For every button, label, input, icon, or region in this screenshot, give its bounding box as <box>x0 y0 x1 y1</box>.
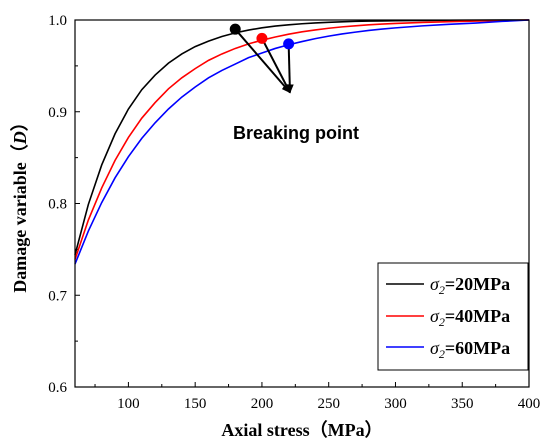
y-axis-title-variable: D <box>10 131 30 145</box>
y-tick-label: 0.9 <box>48 105 67 121</box>
legend-label-40mpa: σ2=40MPa <box>430 306 510 329</box>
breaking-point-0 <box>229 23 241 35</box>
annotation-label: Breaking point <box>233 123 359 143</box>
y-tick-label: 0.6 <box>48 380 67 396</box>
breaking-points <box>229 23 295 50</box>
y-axis-title: Damage variable（D） <box>10 113 30 292</box>
series-line-0 <box>74 19 530 256</box>
y-axis-title-suffix: ） <box>10 113 30 131</box>
y-tick-label: 1.0 <box>48 13 67 29</box>
y-axis-title-prefix: Damage variable（ <box>10 144 30 292</box>
series-line-1 <box>74 19 530 260</box>
breaking-point-1 <box>256 32 268 44</box>
y-tick-label: 0.7 <box>48 288 67 304</box>
plot-border <box>74 19 530 388</box>
x-tick-label: 350 <box>451 396 474 412</box>
axis-ticks: 100 150 200 250 300 350 400 0.6 0.7 0.8 0.9 1.0 <box>48 13 540 412</box>
x-tick-label: 400 <box>518 396 541 412</box>
breaking-point-arrows <box>234 28 294 94</box>
legend-item-60mpa: σ2=60MPa <box>386 338 510 361</box>
legend-label-20mpa: σ2=20MPa <box>430 274 510 297</box>
x-tick-label: 300 <box>384 396 407 412</box>
x-axis-title: Axial stress（MPa） <box>221 420 382 440</box>
x-tick-label: 250 <box>317 396 340 412</box>
legend: σ2=20MPa σ2=40MPa σ2=60MPa <box>377 262 529 371</box>
breaking-point-2 <box>283 38 295 50</box>
legend-label-60mpa: σ2=60MPa <box>430 338 510 361</box>
y-tick-label: 0.8 <box>48 197 67 213</box>
annotation-arrow-2 <box>285 43 294 94</box>
annotation-arrow-0 <box>234 28 291 94</box>
x-tick-label: 200 <box>251 396 274 412</box>
x-tick-label: 150 <box>184 396 207 412</box>
plot-frame <box>74 19 530 388</box>
x-tick-label: 100 <box>117 396 140 412</box>
legend-item-20mpa: σ2=20MPa <box>386 274 510 297</box>
legend-item-40mpa: σ2=40MPa <box>386 306 510 329</box>
annotation-arrow-1 <box>261 37 291 94</box>
